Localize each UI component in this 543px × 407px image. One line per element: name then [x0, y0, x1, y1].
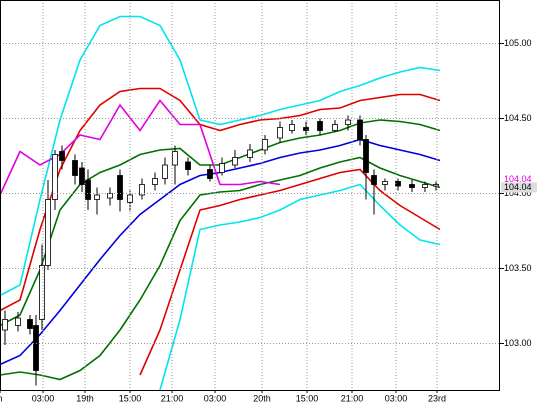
candle-body — [162, 164, 168, 179]
candle-body — [185, 161, 191, 170]
x-tick-label: 21:00 — [161, 393, 184, 403]
x-tick-label: 23rd — [428, 393, 446, 403]
indicator-line — [159, 183, 441, 390]
candle-body — [59, 151, 65, 161]
candle-body — [27, 319, 33, 329]
candle-body — [79, 167, 85, 185]
candle-body — [371, 175, 377, 185]
candle-body — [139, 184, 145, 196]
plot-frame — [0, 0, 500, 391]
candle-body — [382, 181, 388, 185]
indicator-line — [139, 168, 441, 376]
y-tick-label: 104.00 — [504, 188, 532, 198]
candle-body — [52, 154, 58, 200]
x-tick-label: 15:00 — [119, 393, 142, 403]
x-tick-label: 03:00 — [204, 393, 227, 403]
y-tick-label: 103.50 — [504, 263, 532, 273]
candle-body — [409, 184, 415, 188]
plot — [0, 15, 441, 390]
candle-body — [219, 163, 225, 173]
price-box — [501, 182, 537, 193]
candle-body — [15, 317, 21, 326]
x-tick-label: h — [0, 393, 3, 403]
price-label: 104.04 — [504, 182, 532, 192]
x-tick-label: 03:00 — [32, 393, 55, 403]
candle-body — [433, 184, 439, 187]
candle-body — [357, 119, 363, 140]
x-tick-label: 19th — [76, 393, 94, 403]
candle-body — [172, 151, 178, 166]
candle-body — [422, 184, 428, 188]
candle-body — [33, 325, 39, 371]
candle-body — [94, 194, 100, 200]
candle-body — [277, 127, 283, 139]
candle-body — [2, 319, 8, 331]
x-tick-label: 15:00 — [296, 393, 319, 403]
candle-body — [317, 121, 323, 131]
candle-body — [332, 124, 338, 131]
y-tick-label: 103.00 — [504, 338, 532, 348]
candle-body — [303, 127, 309, 131]
indicator-line — [0, 87, 441, 312]
candle-body — [117, 175, 123, 200]
y-tick-label: 105.00 — [504, 38, 532, 48]
indicator-line — [0, 99, 281, 196]
candle-body — [289, 124, 295, 131]
candle-body — [247, 149, 253, 158]
candle-body — [85, 179, 91, 200]
y-tick-label: 104.50 — [504, 113, 532, 123]
indicator-line — [0, 15, 441, 297]
candle-body — [207, 169, 213, 179]
candle-body — [39, 265, 45, 320]
x-tick-label: 20th — [253, 393, 271, 403]
candle-body — [363, 139, 369, 173]
x-tick-label: 21:00 — [341, 393, 364, 403]
candle-body — [45, 199, 51, 266]
candle-body — [232, 157, 238, 166]
candle-body — [345, 119, 351, 125]
candle-body — [262, 139, 268, 151]
candle-body — [72, 160, 78, 176]
x-tick-label: 03:00 — [385, 393, 408, 403]
price-label: 104.04 — [504, 174, 532, 184]
candle-body — [107, 193, 113, 199]
candle-body — [152, 178, 158, 185]
